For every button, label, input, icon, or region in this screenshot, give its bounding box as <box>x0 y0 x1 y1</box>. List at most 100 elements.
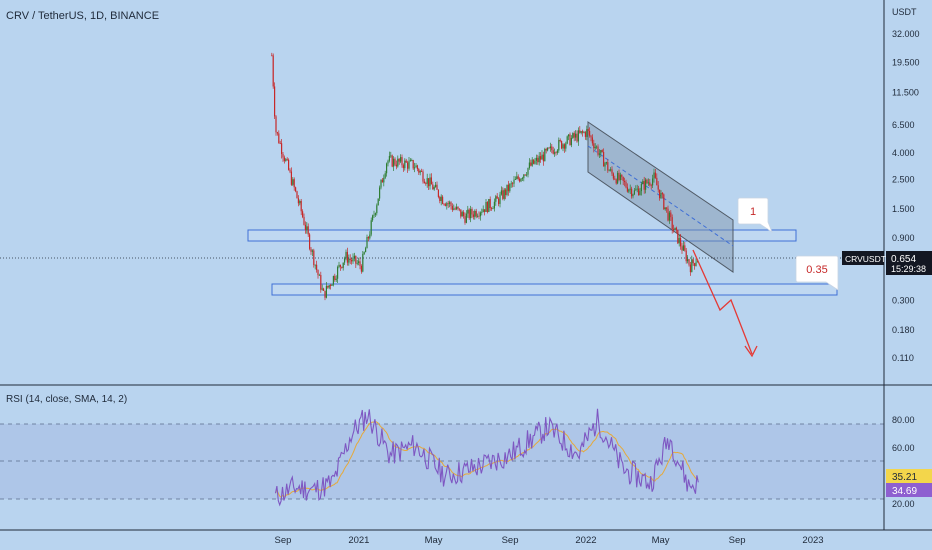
candle-body <box>625 182 627 188</box>
rsi-title: RSI (14, close, SMA, 14, 2) <box>6 394 127 405</box>
candle-body <box>642 181 644 184</box>
candle-body <box>367 237 370 239</box>
current-price-badge <box>886 251 932 275</box>
price-tick-label: 2.500 <box>892 175 915 185</box>
candle-body <box>316 264 318 270</box>
candle-body <box>293 179 295 188</box>
candle-body <box>348 258 350 263</box>
candle-body <box>561 141 563 149</box>
candle-body <box>332 275 335 285</box>
candle-body <box>477 215 479 217</box>
resistance-zone[interactable] <box>247 229 797 242</box>
candle-body <box>666 207 668 209</box>
price-tick-label: 0.300 <box>892 296 915 306</box>
candle-body <box>622 176 624 182</box>
candle-body <box>449 202 451 204</box>
candle-body <box>612 173 615 179</box>
candle-body <box>584 132 587 137</box>
candle-body <box>470 208 472 219</box>
candle-body <box>611 169 613 174</box>
candle-body <box>384 173 386 178</box>
candle-body <box>636 188 638 190</box>
candle-body <box>654 172 657 178</box>
candle-body <box>573 133 575 138</box>
candle-body <box>549 146 552 149</box>
candle-body <box>694 263 696 266</box>
candle-body <box>414 167 416 169</box>
candle-body <box>680 237 682 247</box>
candle-body <box>288 159 290 170</box>
candle-body <box>325 285 328 298</box>
candle-body <box>416 165 419 170</box>
candle-body <box>415 165 417 168</box>
candle-body <box>341 266 343 268</box>
callout-target-2-label: 0.35 <box>806 264 827 276</box>
candle-body <box>359 261 361 266</box>
candle-body <box>552 150 554 154</box>
candle-body <box>594 146 596 149</box>
price-tick-label: 1.500 <box>892 204 915 214</box>
support-zone[interactable] <box>271 283 838 296</box>
candle-body <box>484 209 486 212</box>
candle-body <box>692 259 694 264</box>
candle-body <box>569 134 571 146</box>
candle-body <box>558 139 560 151</box>
candle-body <box>346 251 349 263</box>
candle-body <box>626 187 629 192</box>
callout-target-1[interactable]: 1 <box>737 197 773 234</box>
candle-body <box>400 157 402 162</box>
candle-body <box>597 146 599 155</box>
candle-body <box>418 169 420 173</box>
candle-body <box>279 143 281 144</box>
candle-body <box>645 179 647 190</box>
projection-arrow-head <box>744 345 758 358</box>
candle-body <box>577 130 580 142</box>
candle-body <box>668 212 671 221</box>
candle-body <box>271 55 273 57</box>
candle-body <box>559 139 561 142</box>
candle-body <box>678 237 680 244</box>
candle-body <box>570 138 573 146</box>
candle-body <box>615 179 617 184</box>
rsi-value-badge <box>886 483 932 497</box>
candle-body <box>596 146 598 148</box>
candle-body <box>618 172 620 181</box>
candle-body <box>314 264 316 266</box>
candle-body <box>554 152 556 154</box>
candle-body <box>534 160 536 164</box>
candle-body <box>568 134 570 137</box>
symbol-badge <box>842 251 884 265</box>
candle-body <box>535 157 538 161</box>
channel-midline <box>587 145 734 247</box>
candle-body <box>363 252 365 255</box>
candle-body <box>283 157 286 161</box>
candle-body <box>458 208 461 210</box>
candle-body <box>503 189 505 199</box>
candle-body <box>337 267 339 279</box>
candle-body <box>324 290 326 298</box>
candle-body <box>407 162 409 169</box>
candle-body <box>345 251 347 259</box>
candle-body <box>444 204 447 206</box>
candle-body <box>495 196 497 202</box>
projection-arrow-line[interactable] <box>692 249 753 355</box>
time-axis-label: Sep <box>275 535 292 546</box>
candle-body <box>505 189 507 195</box>
candle-body <box>614 178 616 180</box>
candle-body <box>370 220 372 235</box>
candle-body <box>317 269 319 276</box>
callout-target-2[interactable]: 0.35 <box>795 255 839 291</box>
candle-body <box>360 265 363 272</box>
candle-body <box>593 143 595 149</box>
rsi-tick-label: 20.00 <box>892 499 915 509</box>
candle-body <box>548 147 550 149</box>
candle-body <box>671 217 673 230</box>
candle-body <box>491 208 493 209</box>
candle-body <box>657 185 659 190</box>
candle-body <box>649 182 651 185</box>
candle-body <box>562 144 564 149</box>
candle-body <box>425 183 427 184</box>
candle-body <box>579 130 581 133</box>
candle-body <box>390 155 392 157</box>
candle-body <box>674 227 676 231</box>
